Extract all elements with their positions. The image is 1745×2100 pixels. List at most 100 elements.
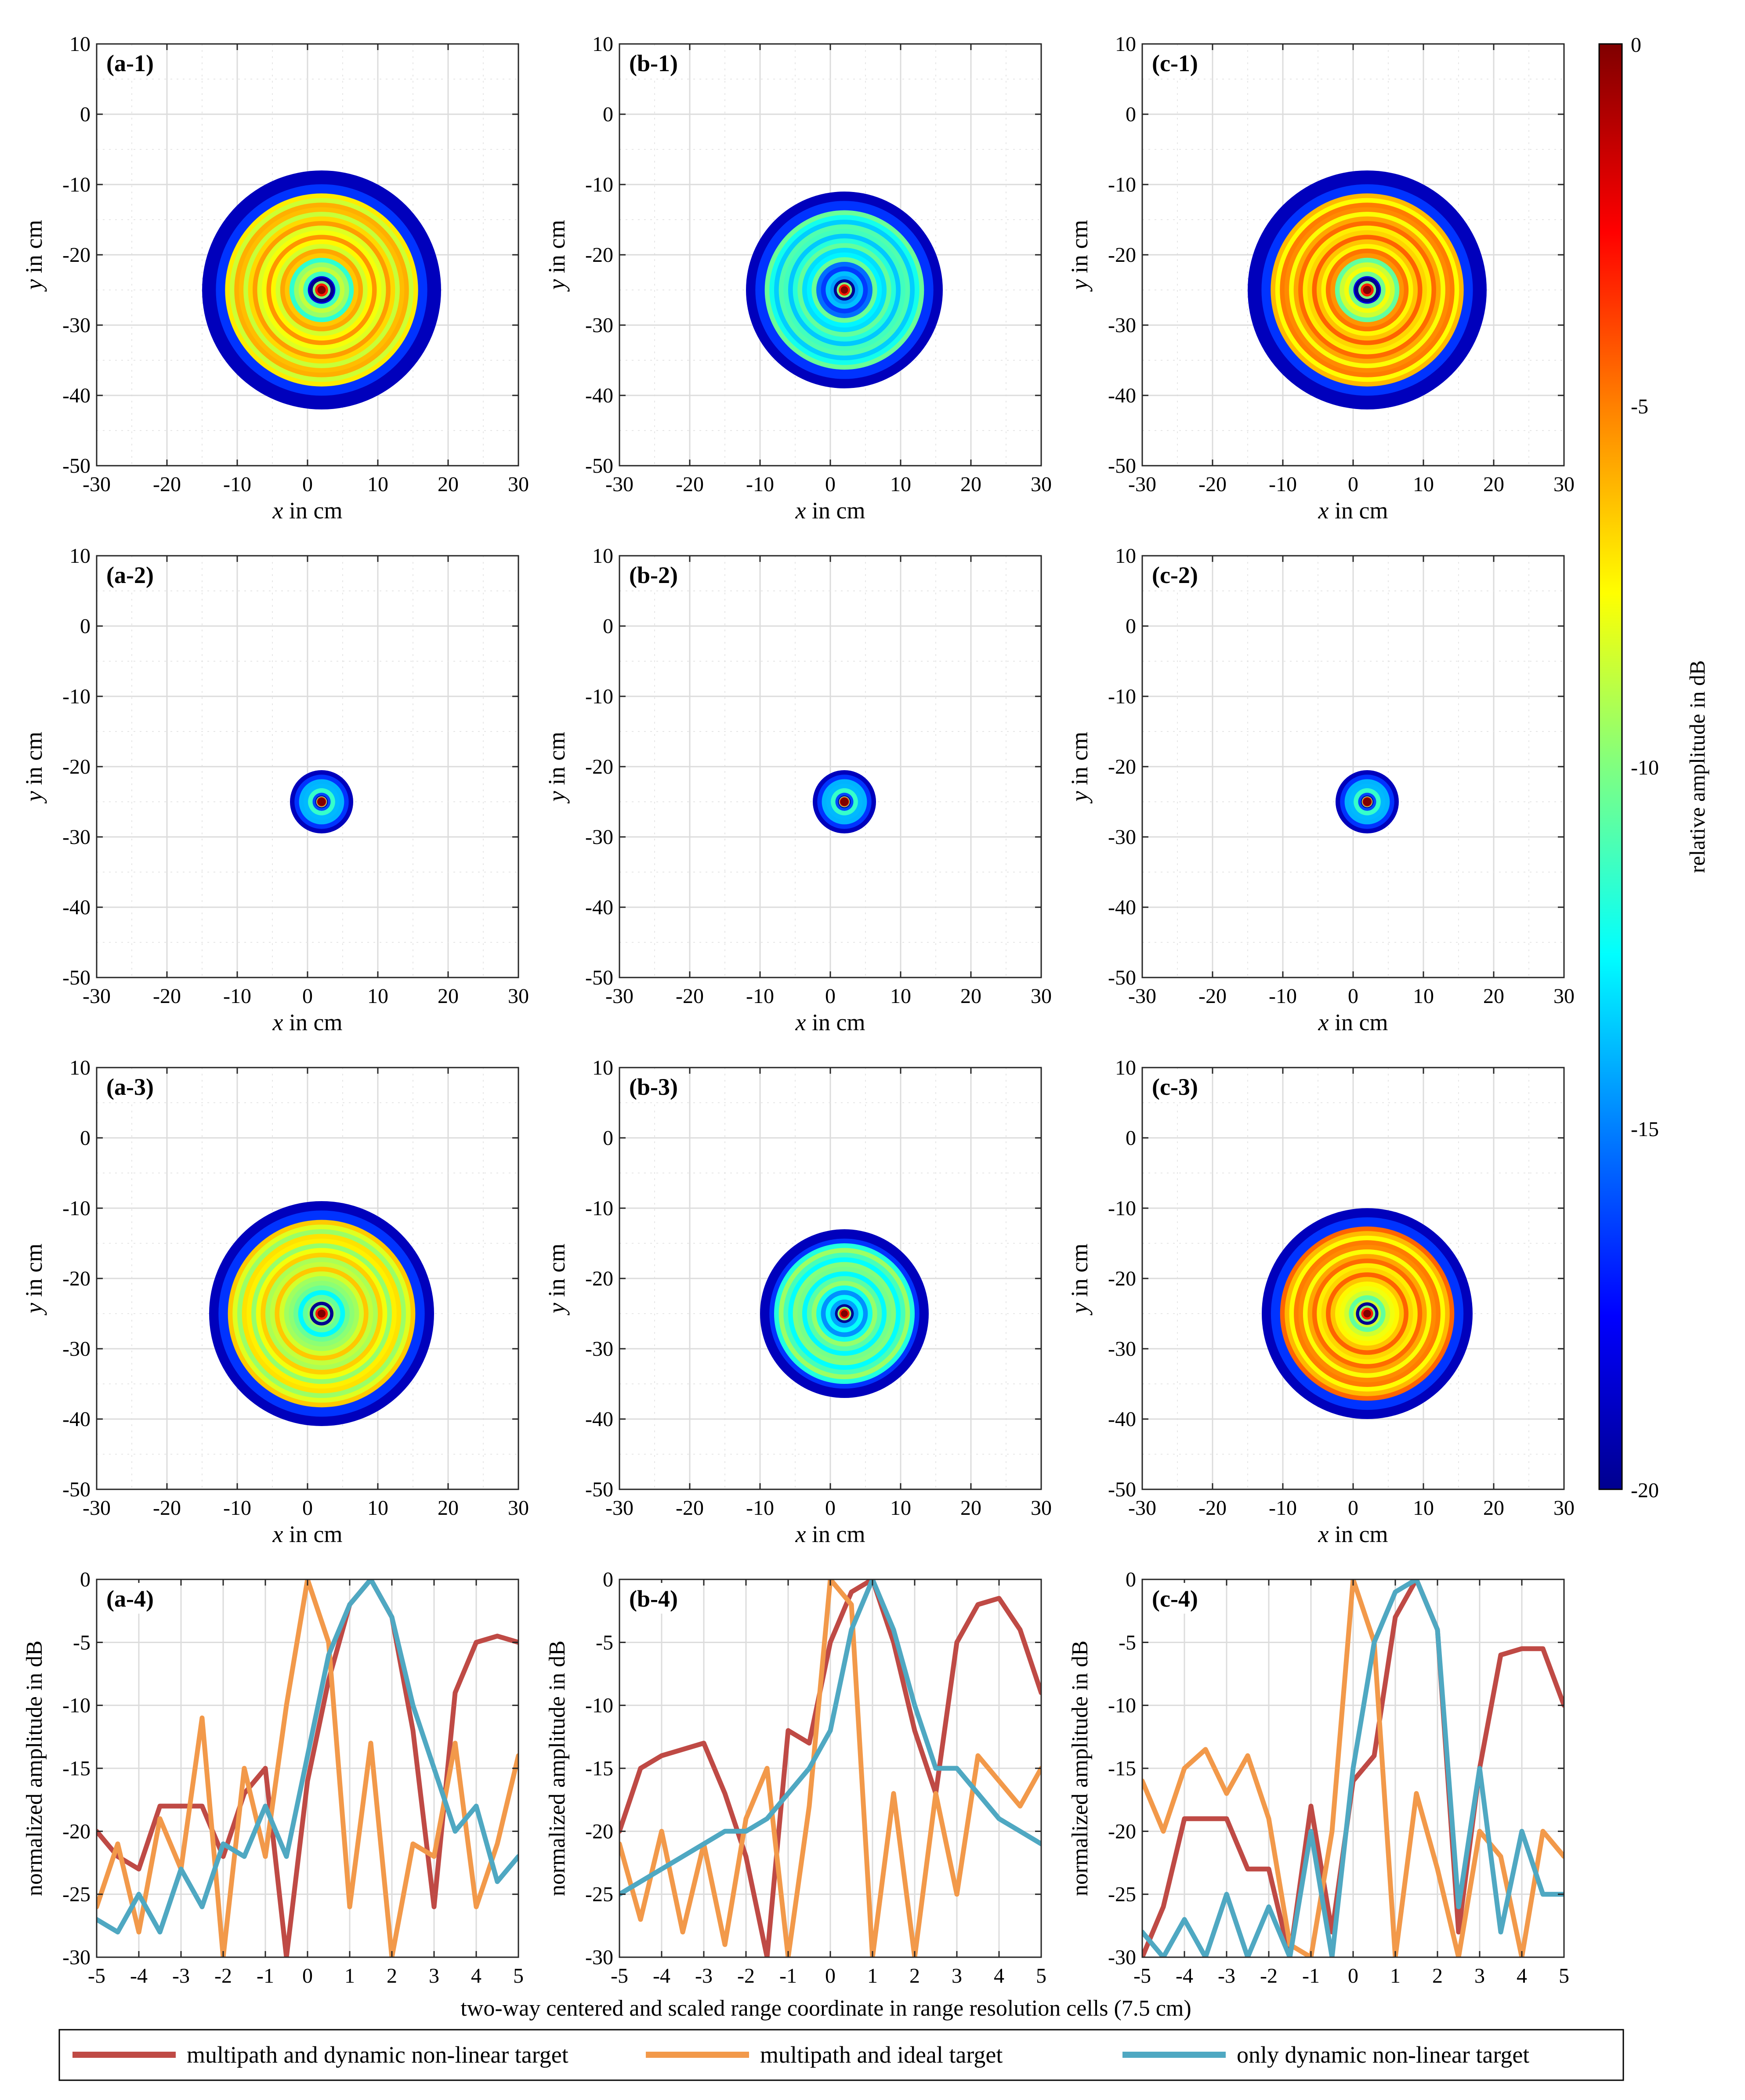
x-axis-label: x in cm bbox=[795, 1521, 865, 1547]
y-axis-label: normalized amplitude in dB bbox=[545, 1640, 570, 1896]
x-tick-label: -20 bbox=[153, 473, 181, 496]
x-tick-label: 10 bbox=[1413, 985, 1434, 1008]
y-axis-label: y in cm bbox=[543, 1244, 570, 1316]
y-tick-label: -10 bbox=[62, 173, 91, 196]
y-tick-label: 10 bbox=[1115, 1056, 1136, 1079]
heatmap-peak bbox=[1363, 797, 1372, 806]
colorbar-gradient bbox=[1598, 43, 1623, 1490]
y-tick-label: 0 bbox=[1126, 1568, 1136, 1591]
y-tick-label: -50 bbox=[585, 966, 613, 989]
y-tick-label: -30 bbox=[585, 314, 613, 337]
x-tick-label: 1 bbox=[1390, 1964, 1401, 1988]
x-tick-label: 10 bbox=[367, 985, 388, 1008]
x-axis-label: x in cm bbox=[1318, 1521, 1388, 1547]
x-tick-label: -10 bbox=[1269, 1496, 1297, 1520]
x-tick-label: -20 bbox=[676, 1496, 704, 1520]
panel-tag: (a-2) bbox=[106, 562, 154, 588]
panel-tag: (b-1) bbox=[629, 50, 678, 76]
y-tick-label: -5 bbox=[73, 1631, 91, 1654]
x-tick-label: 10 bbox=[367, 473, 388, 496]
y-tick-label: -10 bbox=[62, 1694, 91, 1717]
x-tick-label: 20 bbox=[1483, 473, 1504, 496]
y-tick-label: 0 bbox=[603, 615, 613, 638]
y-tick-label: 0 bbox=[80, 1568, 91, 1591]
x-tick-label: -4 bbox=[1176, 1964, 1193, 1988]
panel-tag: (c-4) bbox=[1152, 1586, 1198, 1612]
colorbar-tick-3: -15 bbox=[1631, 1118, 1659, 1141]
series-line-2 bbox=[619, 1579, 1041, 1957]
x-tick-label: -1 bbox=[257, 1964, 274, 1988]
y-tick-label: 10 bbox=[69, 544, 91, 568]
y-tick-label: 0 bbox=[603, 1568, 613, 1591]
x-tick-label: 30 bbox=[1031, 985, 1052, 1008]
panel-c-3: -30 -20 -10 0 10 20 30 10 0 -10 -20 -30 -40 -50 x in c… bbox=[1066, 1056, 1575, 1547]
y-axis-label: normalized amplitude in dB bbox=[22, 1640, 47, 1896]
x-tick-label: -20 bbox=[153, 1496, 181, 1520]
y-tick-label: -20 bbox=[62, 243, 91, 267]
x-tick-label: 0 bbox=[1348, 473, 1358, 496]
x-tick-label: -30 bbox=[605, 1496, 634, 1520]
panel-tag: (c-1) bbox=[1152, 50, 1198, 76]
x-tick-label: 0 bbox=[1348, 1964, 1358, 1988]
x-tick-label: -20 bbox=[1198, 1496, 1227, 1520]
range-xlabel: two-way centered and scaled range coordi… bbox=[460, 1996, 1191, 2021]
panel-b-4: -5 -4 -3 -2 -1 0 1 2 3 4 50-5-10-15-20-25-30normal… bbox=[545, 1568, 1046, 1988]
x-tick-label: 10 bbox=[1413, 473, 1434, 496]
x-tick-label: 30 bbox=[1553, 473, 1575, 496]
panel-c-4: -5 -4 -3 -2 -1 0 1 2 3 4 50-5-10-15-20-25-30normal… bbox=[1068, 1568, 1569, 1988]
heatmap-rings bbox=[746, 192, 943, 388]
y-tick-label: 0 bbox=[1126, 615, 1136, 638]
x-tick-label: -4 bbox=[653, 1964, 670, 1988]
panel-tag-bg bbox=[623, 559, 689, 590]
x-tick-label: 2 bbox=[387, 1964, 397, 1988]
y-tick-label: -40 bbox=[585, 896, 613, 919]
panel-tag-bg bbox=[100, 1071, 166, 1102]
y-tick-label: -10 bbox=[585, 1694, 613, 1717]
y-tick-label: -20 bbox=[585, 1267, 613, 1290]
panel-tag-bg bbox=[1146, 47, 1212, 78]
y-tick-label: 0 bbox=[80, 615, 91, 638]
y-tick-label: -20 bbox=[1108, 755, 1136, 778]
x-tick-label: -1 bbox=[1302, 1964, 1320, 1988]
y-tick-label: -30 bbox=[1108, 1337, 1136, 1361]
x-tick-label: 20 bbox=[960, 1496, 981, 1520]
series-line-3 bbox=[97, 1579, 518, 1935]
y-axis-label: y in cm bbox=[21, 220, 47, 292]
x-tick-label: 30 bbox=[1553, 985, 1575, 1008]
x-tick-label: -30 bbox=[605, 985, 634, 1008]
panel-b-3: -30 -20 -10 0 10 20 30 10 0 -10 -20 -30 -40 -50 x in c… bbox=[543, 1056, 1052, 1547]
y-tick-label: -25 bbox=[62, 1883, 91, 1906]
y-tick-label: -30 bbox=[1108, 1946, 1136, 1969]
panel-c-2: -30 -20 -10 0 10 20 30 10 0 -10 -20 -30 -40 -50 x in c… bbox=[1066, 544, 1575, 1036]
x-tick-label: 10 bbox=[890, 1496, 911, 1520]
series-line-1 bbox=[619, 1579, 1041, 1957]
grid bbox=[619, 555, 1042, 978]
y-tick-label: -50 bbox=[1108, 454, 1136, 478]
y-tick-label: 10 bbox=[592, 544, 613, 568]
x-tick-label: 20 bbox=[1483, 985, 1504, 1008]
colorbar-tick-2: -10 bbox=[1631, 756, 1659, 779]
x-tick-label: -10 bbox=[746, 985, 774, 1008]
x-tick-label: 10 bbox=[890, 985, 911, 1008]
x-tick-label: 2 bbox=[909, 1964, 920, 1988]
x-tick-label: -5 bbox=[88, 1964, 105, 1988]
y-axis-label: y in cm bbox=[543, 732, 570, 804]
y-tick-label: 0 bbox=[1126, 103, 1136, 126]
panel-tag-bg bbox=[100, 47, 166, 78]
x-tick-label: 0 bbox=[1348, 1496, 1358, 1520]
panel-tag-bg bbox=[1146, 1583, 1212, 1614]
y-tick-label: -40 bbox=[585, 384, 613, 407]
panel-a-1: -30 -20 -10 0 10 20 30 10 0 -10 -20 -30 -40 -50 x in c… bbox=[21, 33, 529, 524]
x-tick-label: 5 bbox=[1036, 1964, 1046, 1988]
x-tick-label: 20 bbox=[1483, 1496, 1504, 1520]
x-tick-label: 10 bbox=[890, 473, 911, 496]
x-tick-label: 1 bbox=[867, 1964, 878, 1988]
y-tick-label: -15 bbox=[62, 1757, 91, 1780]
x-tick-label: 20 bbox=[438, 1496, 459, 1520]
y-tick-label: 10 bbox=[592, 1056, 613, 1079]
x-tick-label: -10 bbox=[223, 985, 251, 1008]
x-tick-label: 0 bbox=[825, 985, 836, 1008]
panel-a-3: -30 -20 -10 0 10 20 30 10 0 -10 -20 -30 -40 -50 x in c… bbox=[21, 1056, 529, 1547]
x-axis-label: x in cm bbox=[795, 497, 865, 524]
y-tick-label: 10 bbox=[1115, 33, 1136, 56]
